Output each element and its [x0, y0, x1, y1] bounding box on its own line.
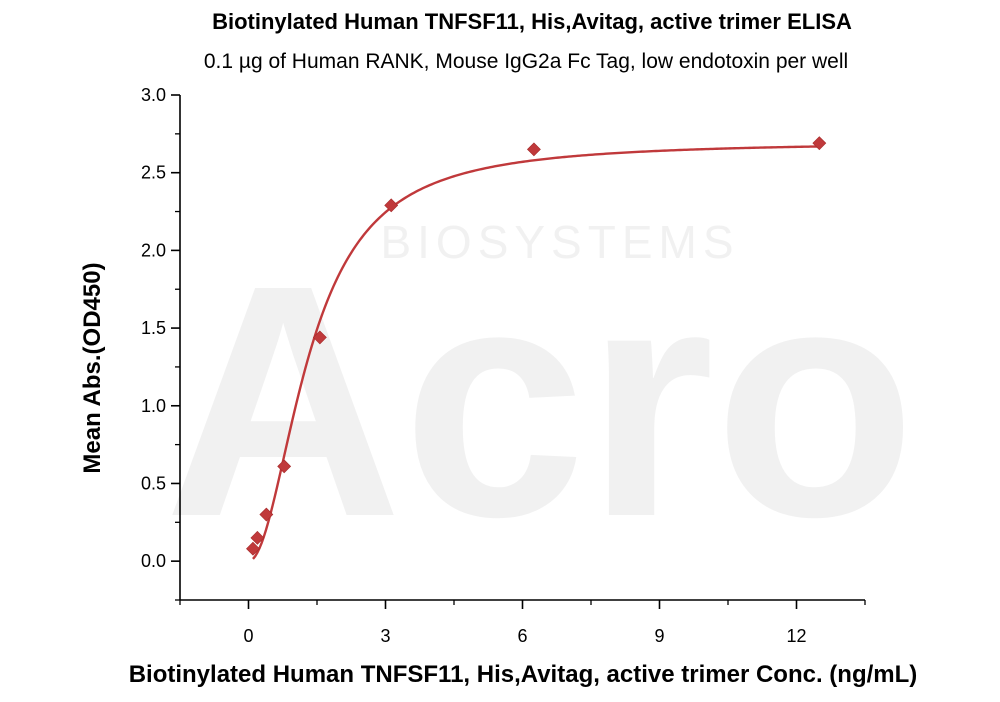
data-point-diamond: [526, 142, 541, 157]
watermark-small-text: BIOSYSTEMS: [380, 216, 739, 268]
y-tick-label: 2.0: [141, 240, 166, 260]
y-tick-label: 3.0: [141, 85, 166, 105]
data-point-diamond: [384, 198, 399, 213]
y-axis-ticks: 0.0 0.5 1.0 1.5 2.0 2.5 3.0: [141, 85, 180, 601]
watermark-large-text: Acro: [164, 216, 916, 585]
data-point-diamond: [259, 507, 274, 522]
data-points-layer: [246, 136, 827, 556]
fit-curve: [252, 145, 820, 560]
y-tick-label: 0.0: [141, 551, 166, 571]
data-point-diamond: [246, 541, 260, 556]
x-axis-label: Biotinylated Human TNFSF11, His,Avitag, …: [129, 661, 918, 688]
x-axis-ticks: 0 3 6 9 12: [179, 600, 866, 646]
x-tick-label: 9: [654, 626, 664, 646]
y-tick-label: 1.5: [141, 318, 166, 338]
data-point-diamond: [250, 530, 265, 545]
y-tick-label: 0.5: [141, 473, 166, 493]
x-tick-label: 6: [517, 626, 527, 646]
x-tick-label: 0: [243, 626, 253, 646]
chart-subtitle: 0.1 µg of Human RANK, Mouse IgG2a Fc Tag…: [204, 50, 848, 73]
fit-curve-layer: [252, 145, 820, 560]
data-point-diamond: [812, 136, 827, 151]
chart-title: Biotinylated Human TNFSF11, His,Avitag, …: [212, 9, 852, 34]
y-axis-label: Mean Abs.(OD450): [79, 262, 106, 473]
watermark: BIOSYSTEMS Acro: [164, 216, 916, 585]
x-tick-label: 12: [786, 626, 806, 646]
data-point-diamond: [277, 459, 292, 474]
x-tick-label: 3: [380, 626, 390, 646]
y-tick-label: 1.0: [141, 396, 166, 416]
data-point-diamond: [312, 330, 327, 345]
y-tick-label: 2.5: [141, 163, 166, 183]
